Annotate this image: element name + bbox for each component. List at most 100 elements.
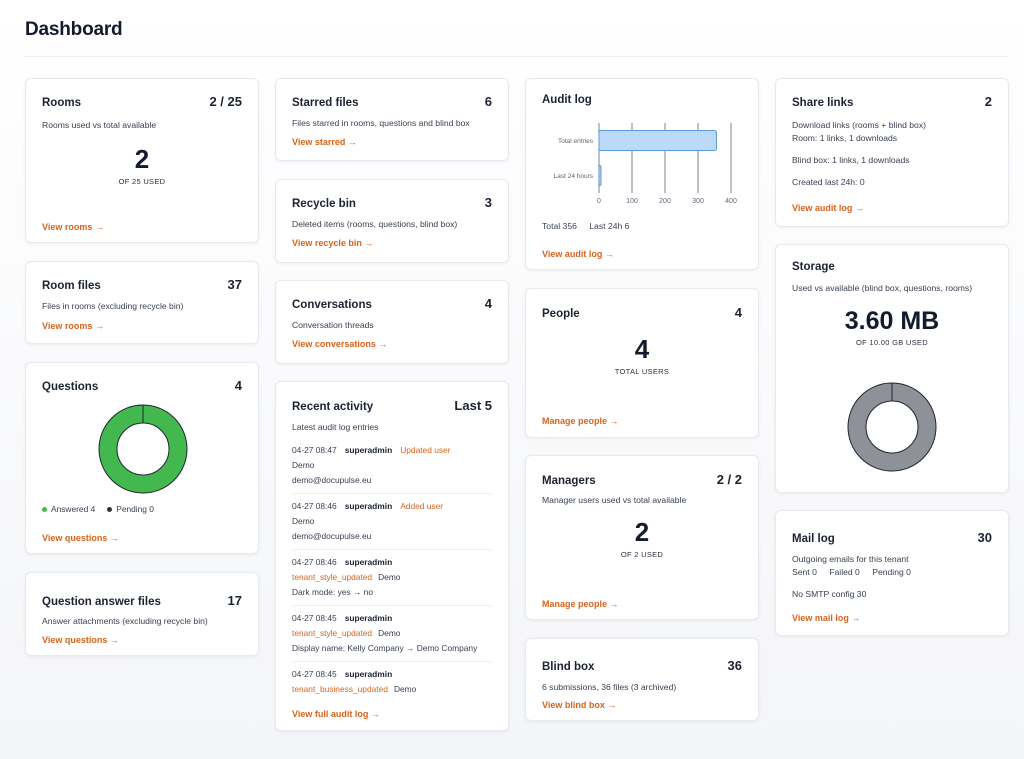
entry-detail: demo@docupulse.eu [292, 531, 372, 541]
bar [598, 130, 717, 151]
x-tick-label: 300 [692, 198, 704, 205]
conversations-title: Conversations [292, 299, 372, 311]
storage-caption: OF 10.00 GB USED [856, 338, 928, 347]
blind-box-desc: 6 submissions, 36 files (3 archived) [542, 682, 677, 692]
conversations-count: 4 [484, 296, 492, 311]
starred-title: Starred files [292, 97, 359, 109]
share-links-count: 2 [984, 94, 992, 109]
entry-action: tenant_style_updated [292, 628, 373, 638]
storage-donut-available-segment [848, 383, 936, 471]
managers-count: 2 / 2 [716, 472, 742, 487]
entry-target: Demo [378, 628, 401, 638]
entry-user: superadmin [344, 669, 393, 679]
people-count: 4 [734, 305, 742, 320]
managers-manage-people-link[interactable]: Manage people → [542, 599, 619, 609]
entry-action: tenant_style_updated [292, 572, 373, 582]
view-starred-link[interactable]: View starred → [292, 137, 357, 147]
legend-answered-label: Answered 4 [51, 504, 96, 514]
entry-action: Added user [400, 501, 444, 511]
starred-count: 6 [484, 94, 492, 109]
storage-card: Storage Used vs available (blind box, qu… [775, 244, 1009, 493]
room-files-title: Room files [42, 280, 101, 292]
manage-people-link[interactable]: Manage people → [542, 416, 619, 426]
entry-time: 04-27 08:46 [292, 557, 337, 567]
qa-files-card: Question answer files 17 Answer attachme… [25, 572, 259, 656]
mail-sent: Sent 0 [792, 567, 817, 577]
room-files-view-rooms-link[interactable]: View rooms → [42, 321, 104, 331]
qa-files-view-questions-link[interactable]: View questions → [42, 635, 119, 645]
activity-entry: 04-27 08:47 superadmin Updated user Demo d… [292, 438, 492, 494]
entry-action: Updated user [400, 445, 451, 455]
entry-target: Demo [292, 516, 315, 526]
mail-log-card: Mail log 30 Outgoing emails for this ten… [775, 510, 1009, 636]
questions-legend: Answered 4 Pending 0 [42, 504, 154, 514]
view-rooms-link[interactable]: View rooms → [42, 222, 104, 232]
starred-desc: Files starred in rooms, questions and bl… [292, 118, 470, 128]
activity-list: 04-27 08:47 superadmin Updated user Demo d… [292, 438, 492, 702]
blind-box-title: Blind box [542, 661, 595, 673]
share-room-links: Room: 1 links, 1 downloads [792, 133, 898, 143]
mail-log-count: 30 [977, 530, 992, 545]
entry-user: superadmin [344, 613, 393, 623]
view-audit-log-link[interactable]: View audit log → [542, 249, 614, 259]
legend-pending: Pending 0 [107, 504, 154, 514]
legend-pending-dot [107, 507, 113, 513]
storage-donut [847, 382, 937, 472]
questions-donut [98, 404, 188, 494]
managers-title: Managers [542, 475, 596, 487]
donut-answered-segment [99, 405, 187, 493]
share-links-title: Share links [792, 97, 854, 109]
share-blind-box-links: Blind box: 1 links, 1 downloads [792, 155, 910, 165]
view-mail-log-link[interactable]: View mail log → [792, 613, 861, 623]
bar [598, 165, 602, 186]
rooms-big-number: 2 [134, 144, 150, 174]
mail-log-title: Mail log [792, 533, 835, 545]
legend-pending-label: Pending 0 [116, 504, 154, 514]
people-card: People 4 4 TOTAL USERS Manage people → [525, 288, 759, 438]
managers-big-number: 2 [634, 517, 650, 547]
x-tick-label: 0 [597, 198, 601, 205]
x-tick-label: 200 [659, 198, 671, 205]
storage-desc: Used vs available (blind box, questions,… [792, 283, 973, 293]
recycle-card: Recycle bin 3 Deleted items (rooms, ques… [275, 179, 509, 263]
people-caption: TOTAL USERS [614, 367, 670, 376]
view-recycle-bin-link[interactable]: View recycle bin → [292, 238, 374, 248]
view-conversations-link[interactable]: View conversations → [292, 339, 388, 349]
view-questions-link[interactable]: View questions → [42, 533, 119, 543]
mail-failed: Failed 0 [829, 567, 860, 577]
entry-detail: demo@docupulse.eu [292, 475, 372, 485]
entry-user: superadmin [344, 557, 393, 567]
audit-total: Total 356 [542, 221, 577, 231]
legend-answered: Answered 4 [42, 504, 95, 514]
x-tick-label: 100 [626, 198, 638, 205]
rooms-caption: OF 25 USED [118, 177, 166, 186]
audit-log-title: Audit log [542, 94, 592, 106]
y-category-label: Last 24 hours [554, 173, 594, 180]
entry-user: superadmin [344, 501, 393, 511]
entry-target: Demo [393, 684, 417, 694]
share-download-links: Download links (rooms + blind box) [792, 120, 926, 130]
room-files-desc: Files in rooms (excluding recycle bin) [42, 301, 184, 311]
y-category-label: Total entries [558, 138, 594, 145]
conversations-card: Conversations 4 Conversation threads Vie… [275, 280, 509, 364]
activity-entry: 04-27 08:46 superadmin tenant_style_updat… [292, 550, 492, 606]
entry-user: superadmin [344, 445, 393, 455]
storage-title: Storage [792, 261, 835, 273]
share-view-audit-log-link[interactable]: View audit log → [792, 203, 864, 213]
blind-box-count: 36 [727, 658, 742, 673]
activity-entry: 04-27 08:46 superadmin Added user Demo dem… [292, 494, 492, 550]
starred-card: Starred files 6 Files starred in rooms, … [275, 78, 509, 161]
mail-stats: Sent 0 Failed 0 Pending 0 [792, 566, 992, 579]
entry-target: Demo [378, 572, 401, 582]
view-blind-box-link[interactable]: View blind box → [542, 700, 617, 710]
entry-action: tenant_business_updated [292, 684, 388, 694]
questions-card: Questions 4 Answered 4 Pending 0 View qu… [25, 362, 259, 554]
people-title: People [542, 308, 580, 320]
page-title: Dashboard [25, 19, 123, 40]
questions-count: 4 [234, 378, 242, 393]
mail-log-desc: Outgoing emails for this tenant [792, 554, 909, 564]
title-divider [25, 56, 1008, 57]
room-files-count: 37 [227, 277, 242, 292]
activity-entry: 04-27 08:45 superadmin tenant_business_up… [292, 662, 492, 702]
view-full-audit-log-link[interactable]: View full audit log → [292, 709, 380, 719]
